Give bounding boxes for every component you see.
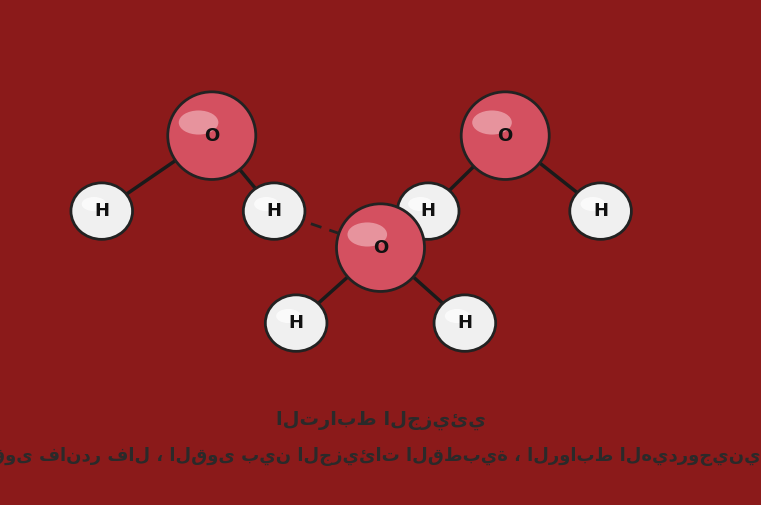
Ellipse shape [167,92,256,179]
Text: H: H [421,202,436,220]
Ellipse shape [445,309,470,323]
Text: H: H [288,314,304,332]
Ellipse shape [570,183,632,239]
Text: H: H [593,202,608,220]
Ellipse shape [408,197,433,211]
Text: H: H [457,314,473,332]
Ellipse shape [434,295,495,351]
Ellipse shape [81,197,107,211]
Ellipse shape [348,222,387,246]
Text: O: O [498,127,513,144]
Ellipse shape [336,204,425,291]
Text: قوى فاندر فال ، القوى بين الجزيئات القطبية ، الروابط الهيدروجينية: قوى فاندر فال ، القوى بين الجزيئات القطب… [0,447,761,467]
Text: الترابط الجزيئي: الترابط الجزيئي [275,411,486,430]
Ellipse shape [276,309,301,323]
Ellipse shape [71,183,132,239]
Ellipse shape [266,295,327,351]
Ellipse shape [254,197,279,211]
Ellipse shape [581,197,605,211]
Ellipse shape [461,92,549,179]
Ellipse shape [179,111,218,134]
Text: H: H [266,202,282,220]
Ellipse shape [397,183,459,239]
Ellipse shape [244,183,305,239]
Text: O: O [204,127,219,144]
Ellipse shape [472,111,512,134]
Text: O: O [373,239,388,257]
Text: H: H [94,202,110,220]
